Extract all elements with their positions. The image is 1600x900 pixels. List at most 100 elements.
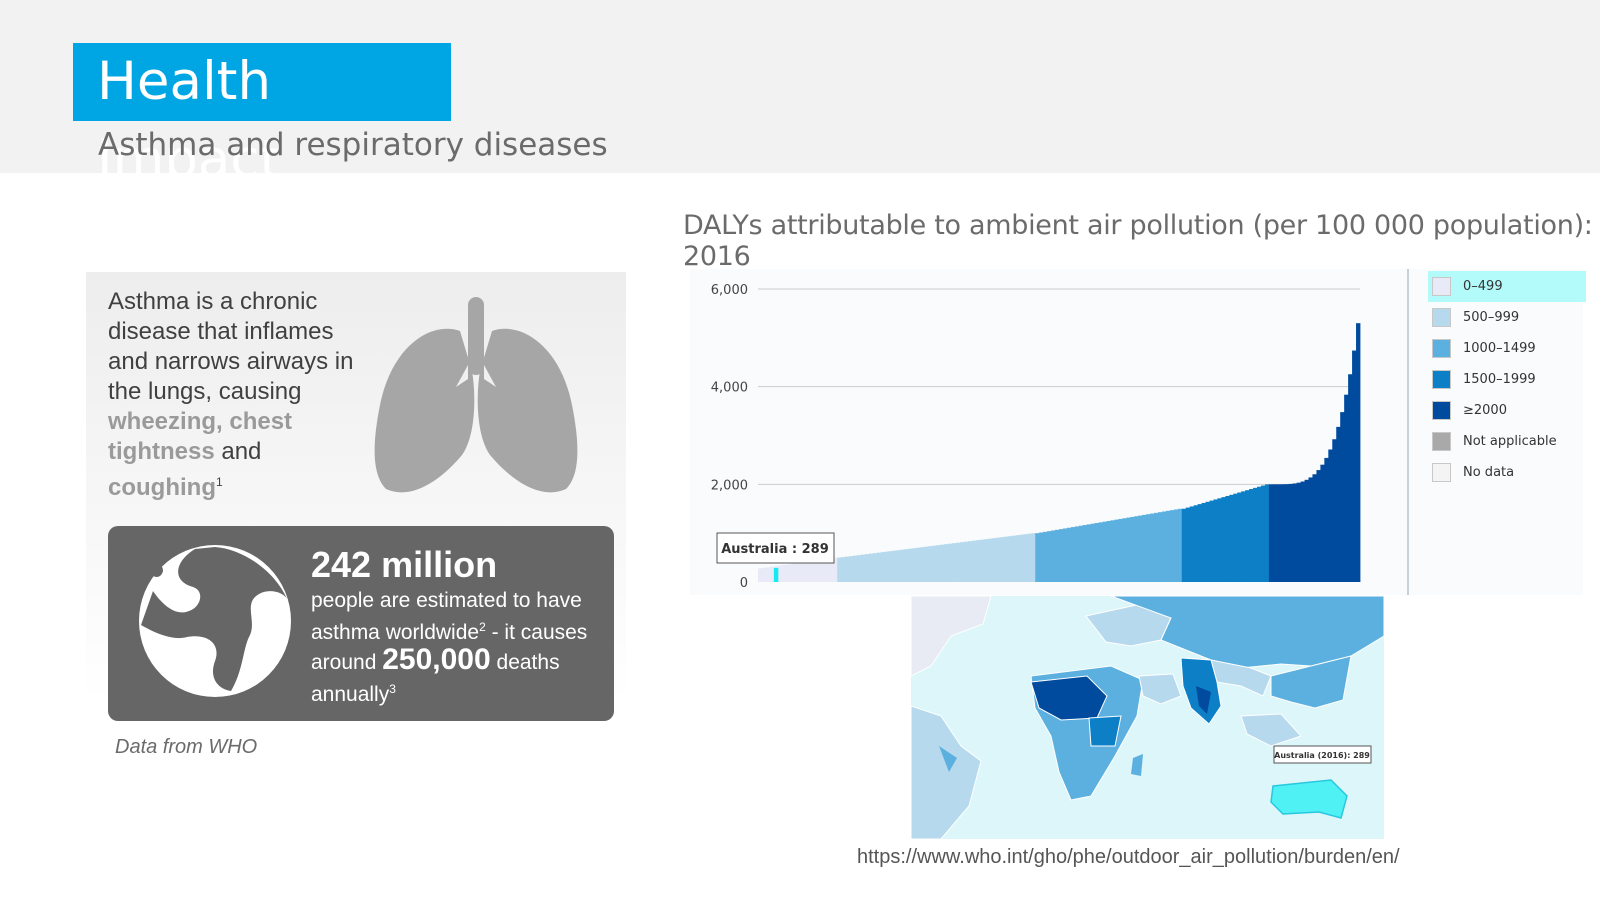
bar — [1249, 489, 1254, 582]
source-note: Data from WHO — [115, 736, 258, 758]
bar — [1284, 484, 1290, 582]
bar — [833, 557, 838, 582]
bar — [1312, 474, 1317, 582]
bar — [1047, 531, 1052, 582]
legend-label: 1500–1999 — [1463, 372, 1536, 387]
bar — [1055, 529, 1060, 582]
stat-text-3: deaths annually — [311, 651, 560, 706]
stat-text-1: people are estimated to have asthma worl… — [311, 589, 582, 644]
bar — [924, 546, 929, 582]
bar — [1181, 508, 1187, 582]
y-tick-label: 2,000 — [711, 478, 748, 493]
bar — [1221, 497, 1226, 582]
reference-3: 3 — [389, 682, 396, 696]
legend-item[interactable]: Not applicable — [1428, 426, 1586, 457]
bar — [1356, 323, 1361, 582]
bar — [963, 541, 969, 582]
bar — [1066, 527, 1072, 582]
bar — [892, 550, 898, 582]
bar — [1035, 533, 1040, 582]
bar — [845, 556, 850, 582]
bar — [1336, 426, 1341, 582]
bar — [1122, 518, 1127, 582]
bar — [864, 554, 870, 582]
bar — [1344, 394, 1349, 582]
bar — [1260, 485, 1266, 582]
bar — [987, 538, 993, 582]
bar — [1138, 515, 1143, 582]
legend-label: 0–499 — [1463, 279, 1503, 294]
bar — [853, 555, 858, 582]
source-url[interactable]: https://www.who.int/gho/phe/outdoor_air_… — [857, 846, 1400, 868]
bar — [1126, 517, 1131, 582]
bar — [1059, 529, 1064, 582]
bar — [1031, 533, 1036, 582]
bar — [876, 552, 882, 582]
bar — [1106, 520, 1111, 582]
daly-bar-chart: 0 2,000 4,000 6,000 Australia : 289 — [711, 269, 1409, 595]
bar — [928, 546, 933, 582]
bar — [817, 559, 822, 582]
bar — [1296, 482, 1301, 582]
bar — [1320, 464, 1325, 582]
bar — [1257, 486, 1262, 582]
bar — [1193, 505, 1199, 582]
bar — [1019, 534, 1024, 582]
bar — [872, 553, 878, 582]
bar — [999, 537, 1004, 582]
bar — [1217, 498, 1222, 582]
legend-label: Not applicable — [1463, 434, 1557, 449]
bar — [956, 542, 961, 582]
bar — [857, 555, 862, 582]
legend-swatch — [1432, 463, 1451, 482]
bar — [1288, 483, 1294, 582]
bar — [971, 540, 977, 582]
bar — [896, 550, 901, 582]
bar — [1189, 506, 1195, 582]
bar — [1043, 531, 1048, 582]
legend-swatch — [1432, 432, 1451, 451]
world-map[interactable]: Australia (2016): 289 — [911, 596, 1384, 839]
legend-item[interactable]: 1500–1999 — [1428, 364, 1586, 395]
bar — [761, 567, 767, 582]
bar — [781, 564, 787, 582]
bar — [1197, 504, 1202, 582]
bar — [920, 547, 925, 582]
bar — [936, 545, 941, 582]
bar — [805, 561, 810, 582]
bar — [1098, 522, 1103, 582]
bar — [1015, 535, 1020, 582]
bar — [991, 538, 997, 582]
bar — [789, 563, 795, 582]
legend-item[interactable]: ≥2000 — [1428, 395, 1586, 426]
bar — [1264, 484, 1270, 582]
bar — [809, 561, 814, 582]
legend-swatch — [1432, 401, 1451, 420]
legend-item[interactable]: 1000–1499 — [1428, 333, 1586, 364]
legend-swatch — [1432, 308, 1451, 327]
chart-title: DALYs attributable to ambient air pollut… — [683, 210, 1593, 272]
legend-item[interactable]: No data — [1428, 457, 1586, 488]
y-tick-label: 6,000 — [711, 283, 748, 298]
bar — [944, 544, 949, 582]
bar — [1011, 535, 1016, 582]
legend-item[interactable]: 500–999 — [1428, 302, 1586, 333]
legend-label: No data — [1463, 465, 1515, 480]
bar — [1003, 536, 1008, 582]
bar — [940, 544, 945, 582]
legend-item[interactable]: 0–499 — [1428, 271, 1586, 302]
bar — [1300, 481, 1305, 582]
bar — [979, 539, 985, 582]
bar — [1201, 502, 1206, 582]
bar — [1272, 484, 1278, 582]
world-map-graphic: Australia (2016): 289 — [911, 596, 1384, 839]
bar — [1304, 479, 1309, 582]
bar — [884, 551, 890, 582]
chart-tooltip: Australia : 289 — [721, 542, 829, 557]
bar — [908, 548, 913, 582]
reference-2: 2 — [479, 620, 486, 634]
bar — [797, 562, 802, 582]
bar — [1161, 511, 1167, 582]
legend-label: 500–999 — [1463, 310, 1520, 325]
bar — [1114, 519, 1119, 582]
